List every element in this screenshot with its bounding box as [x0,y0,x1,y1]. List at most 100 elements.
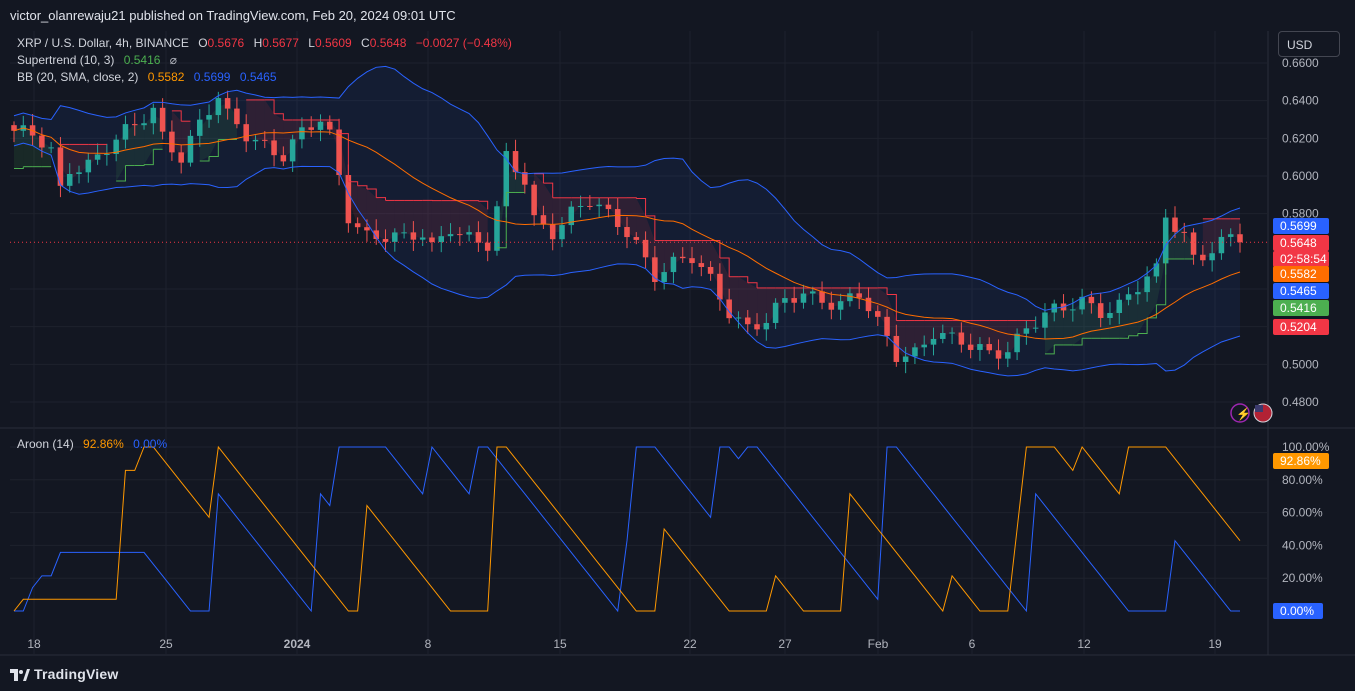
candle-body [466,232,472,235]
candle-body [652,257,658,282]
candle-body [178,152,184,163]
candle-body [438,236,445,243]
candle-body [1181,231,1188,233]
price-label-box [1273,283,1329,299]
eye-off-icon[interactable]: ⌀ [169,53,178,67]
candle-body [271,140,277,156]
candle-body [345,175,352,224]
supertrend-fill-slice [747,282,758,327]
candle-body [819,291,825,303]
x-tick-label: 25 [159,637,173,651]
candle-body [159,107,166,132]
supertrend-segment [1147,304,1157,319]
supertrend-fill-slice [144,115,154,165]
candle-body [187,135,194,163]
candle-body [494,206,500,251]
candle-body [234,108,240,125]
x-tick-label: 6 [969,637,976,651]
x-tick-label: 12 [1077,637,1091,651]
supertrend-segment [478,200,489,210]
aroon-y-tick-label: 80.00% [1282,473,1323,487]
candle-body [1070,309,1076,311]
aroon-label: Aroon (14) [17,437,74,451]
candle-body [150,107,157,124]
candle-body [1116,299,1123,313]
price-label-text: 0.5416 [1280,301,1317,315]
aroon-up-label-box [1273,453,1329,469]
supertrend-fill-slice [979,320,990,348]
candle-body [967,344,974,350]
candle-body [828,302,835,310]
candle-body [419,237,426,240]
supertrend-segment [14,166,24,169]
candles [11,90,1243,374]
supertrend-fill-slice [1007,320,1018,356]
candle-body [1209,253,1215,261]
candle-body [1079,296,1085,310]
candle-body [169,131,175,153]
supertrend-fill-slice [914,320,925,352]
candle-body [884,316,890,336]
supertrend-fill-slice [682,240,693,261]
supertrend-fill-slice [469,200,479,238]
candle-body [1042,312,1048,328]
tradingview-logo: TradingView [10,666,118,682]
candle-body [1190,232,1197,255]
price-label-box [1273,266,1329,282]
supertrend-value: 0.5416 [123,53,161,67]
lightning-icon [1230,403,1250,423]
supertrend-segment [496,192,507,249]
price-label-text: 0.5648 [1280,236,1317,250]
axes: 0.6600 0.6400 0.6200 0.6000 0.5800 0.5000 0.48… [27,56,1329,651]
bb-lower-value: 0.5465 [239,70,277,84]
supertrend-fill-slice [784,287,795,301]
candle-body [364,227,370,231]
supertrend-segment [1072,338,1083,346]
candle-body [893,335,900,362]
supertrend-fill-slice [636,198,646,249]
legend-symbol-line: XRP / U.S. Dollar, 4h, BINANCE O0.5676 H… [17,36,512,50]
candle-body [930,338,937,345]
candle-body [113,139,119,155]
candle-body [735,317,742,319]
change-value: −0.0027 (−0.48%) [415,36,512,50]
candle-body [224,98,231,109]
legend-aroon-line: Aroon (14) 92.86% 0.00% [17,437,167,451]
supertrend-fill-slice [134,124,145,166]
currency-button[interactable]: USD [1278,31,1340,57]
c-value: 0.5648 [369,36,407,50]
supertrend-fill-slice [868,287,878,314]
price-label-box [1273,300,1329,316]
supertrend-fill-slice [413,200,423,239]
candle-body [289,139,296,162]
supertrend-fill-slice [1054,306,1064,345]
candle-body [206,115,212,120]
candle-body [559,225,565,240]
candle-body [689,258,695,264]
supertrend-fill-slice [738,276,748,321]
aroon-up-line [13,445,1241,613]
candle-body [336,129,342,176]
supertrend-fill-slice [1128,293,1138,336]
bb-upper-value: 0.5699 [193,70,231,84]
candle-body [661,272,667,282]
price-label-text: 0.5204 [1280,320,1317,334]
price-label-box [1273,235,1329,251]
supertrend-fill-slice [840,287,850,306]
countdown-text: 02:58:54 [1280,252,1327,266]
supertrend-fill-slice [376,197,386,241]
candle-body [373,230,379,240]
candle-body [995,350,1002,359]
price-label-text: 0.5699 [1280,219,1317,233]
supertrend-fill-slice [970,320,980,348]
candle-body [512,151,519,173]
supertrend-segment [264,99,275,114]
candle-body [317,121,324,130]
candle-body [596,204,602,207]
supertrend-segment [877,287,888,295]
supertrend-fill-slice [357,185,367,229]
supertrend-segment [645,215,656,241]
publish-line: victor_olanrewaju21 published on Trading… [10,8,456,23]
